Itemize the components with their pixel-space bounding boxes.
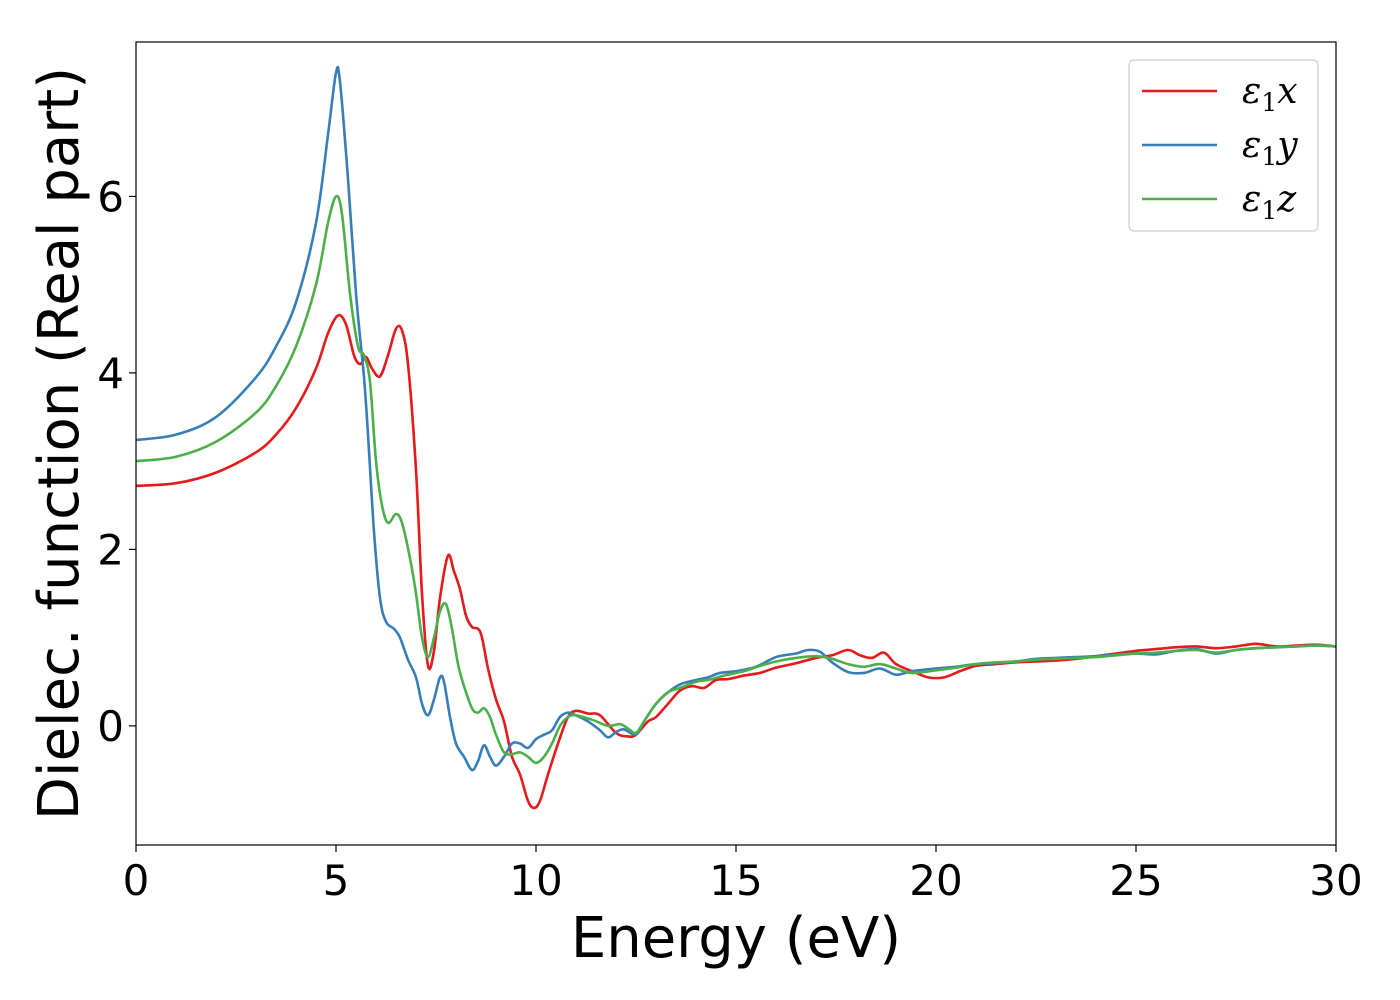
x-tick-label: 25 xyxy=(1109,856,1162,905)
y-tick-label: 0 xyxy=(97,702,124,751)
y-tick-label: 2 xyxy=(97,525,124,574)
legend-label-y: ε1y xyxy=(1242,125,1298,171)
legend: ε1x ε1y ε1z xyxy=(1128,59,1319,232)
legend-box xyxy=(1128,59,1319,232)
x-tick-label: 10 xyxy=(509,856,562,905)
series-line-z xyxy=(136,194,1336,765)
series-lines xyxy=(136,65,1336,810)
legend-label-x: ε1x xyxy=(1242,71,1298,117)
x-tick-label: 20 xyxy=(909,856,962,905)
axis-ticks: 0 5 10 15 20 25 30 0 2 4 6 xyxy=(97,172,1362,905)
y-tick-label: 6 xyxy=(97,172,124,221)
x-tick-label: 30 xyxy=(1309,856,1362,905)
x-tick-label: 5 xyxy=(323,856,350,905)
series-line-x xyxy=(136,313,1336,810)
x-tick-label: 15 xyxy=(709,856,762,905)
x-tick-label: 0 xyxy=(123,856,150,905)
y-tick-label: 4 xyxy=(97,349,124,398)
legend-label-z: ε1z xyxy=(1242,179,1297,225)
y-axis-title: Dielec. function (Real part) xyxy=(27,67,92,820)
x-axis-title: Energy (eV) xyxy=(571,906,901,971)
